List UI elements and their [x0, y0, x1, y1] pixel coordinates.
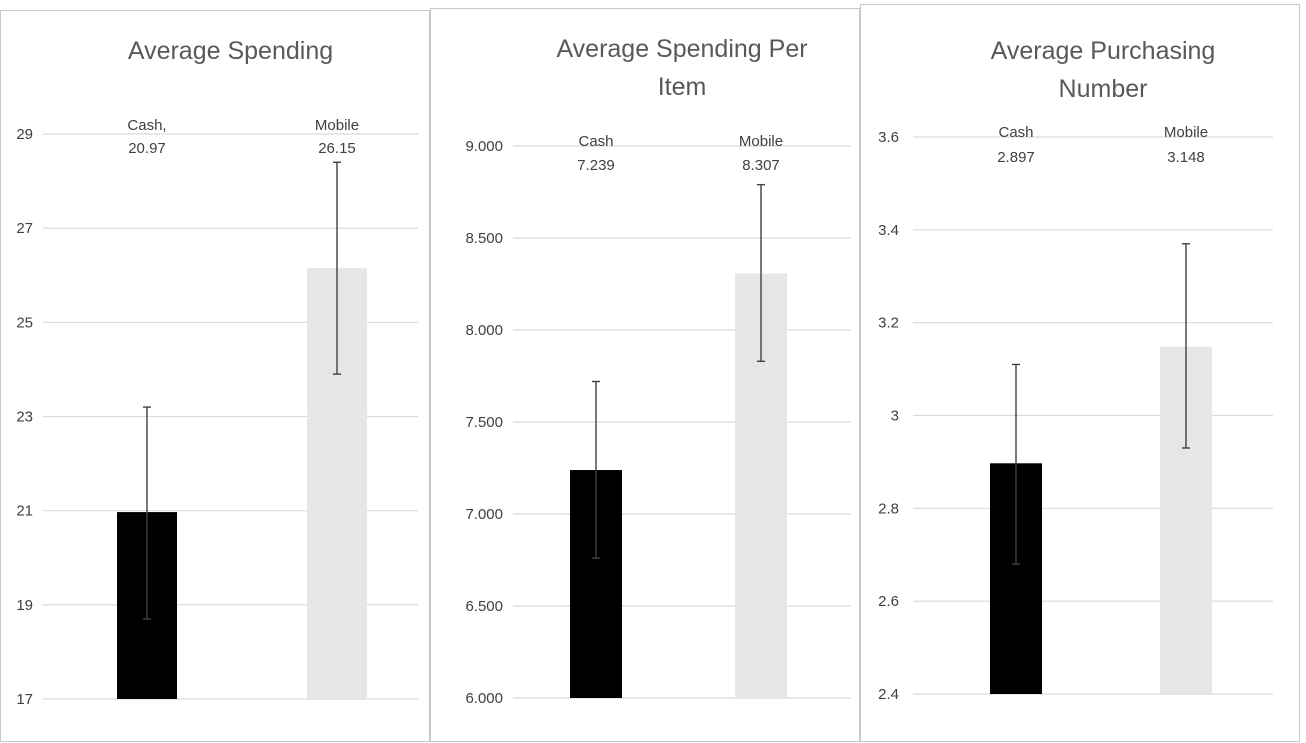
- y-tick-label: 19: [16, 597, 33, 614]
- data-label-value: 2.897: [997, 149, 1035, 166]
- data-label-value: 20.97: [128, 140, 166, 157]
- y-tick-label: 2.6: [878, 593, 899, 610]
- data-label-value: 8.307: [742, 157, 780, 174]
- y-tick-label: 27: [16, 220, 33, 237]
- y-tick-label: 8.000: [465, 322, 503, 339]
- y-tick-label: 3.4: [878, 222, 899, 239]
- chart-average-spending-per-item: Average Spending Per Item 6.000 6.500 7.000 7…: [465, 35, 851, 707]
- y-tick-label: 21: [16, 503, 33, 520]
- y-tick-label: 9.000: [465, 138, 503, 155]
- chart-panel-average-spending: Average Spending 17 19 21 23 25 27 29 Cash, 20.97…: [0, 10, 430, 742]
- chart-title: Average Spending: [128, 37, 333, 65]
- chart-average-spending: Average Spending 17 19 21 23 25 27 29 Cash, 20.97…: [16, 37, 418, 708]
- y-tick-label: 2.8: [878, 500, 899, 517]
- y-tick-label: 3: [891, 408, 899, 425]
- y-tick-label: 6.000: [465, 690, 503, 707]
- chart-title: Number: [1059, 75, 1148, 103]
- data-label-category: Mobile: [739, 133, 783, 150]
- data-label-category: Cash: [998, 124, 1033, 141]
- y-tick-label: 3.2: [878, 315, 899, 332]
- chart-title: Average Purchasing: [991, 37, 1216, 65]
- y-tick-label: 7.500: [465, 414, 503, 431]
- chart-panel-average-spending-per-item: Average Spending Per Item 6.000 6.500 7.000 7…: [430, 8, 860, 742]
- data-label-value: 3.148: [1167, 149, 1205, 166]
- data-label-value: 7.239: [577, 157, 615, 174]
- y-tick-label: 8.500: [465, 230, 503, 247]
- y-tick-label: 25: [16, 314, 33, 331]
- data-label-category: Mobile: [315, 117, 359, 134]
- chart-title: Item: [658, 73, 707, 101]
- chart-average-purchasing-number: Average Purchasing Number 2.4 2.6 2.8 3 3.2 3.4…: [878, 37, 1273, 703]
- data-label-value: 26.15: [318, 140, 356, 157]
- y-tick-label: 6.500: [465, 598, 503, 615]
- y-tick-label: 7.000: [465, 506, 503, 523]
- y-tick-label: 2.4: [878, 686, 899, 703]
- chart-title: Average Spending Per: [556, 35, 807, 63]
- data-label-category: Cash: [578, 133, 613, 150]
- y-tick-label: 29: [16, 126, 33, 143]
- y-tick-label: 23: [16, 409, 33, 426]
- y-tick-label: 17: [16, 691, 33, 708]
- y-tick-label: 3.6: [878, 129, 899, 146]
- data-label-category: Mobile: [1164, 124, 1208, 141]
- data-label-category: Cash,: [127, 117, 166, 134]
- chart-panel-average-purchasing-number: Average Purchasing Number 2.4 2.6 2.8 3 3.2 3.4…: [860, 4, 1300, 742]
